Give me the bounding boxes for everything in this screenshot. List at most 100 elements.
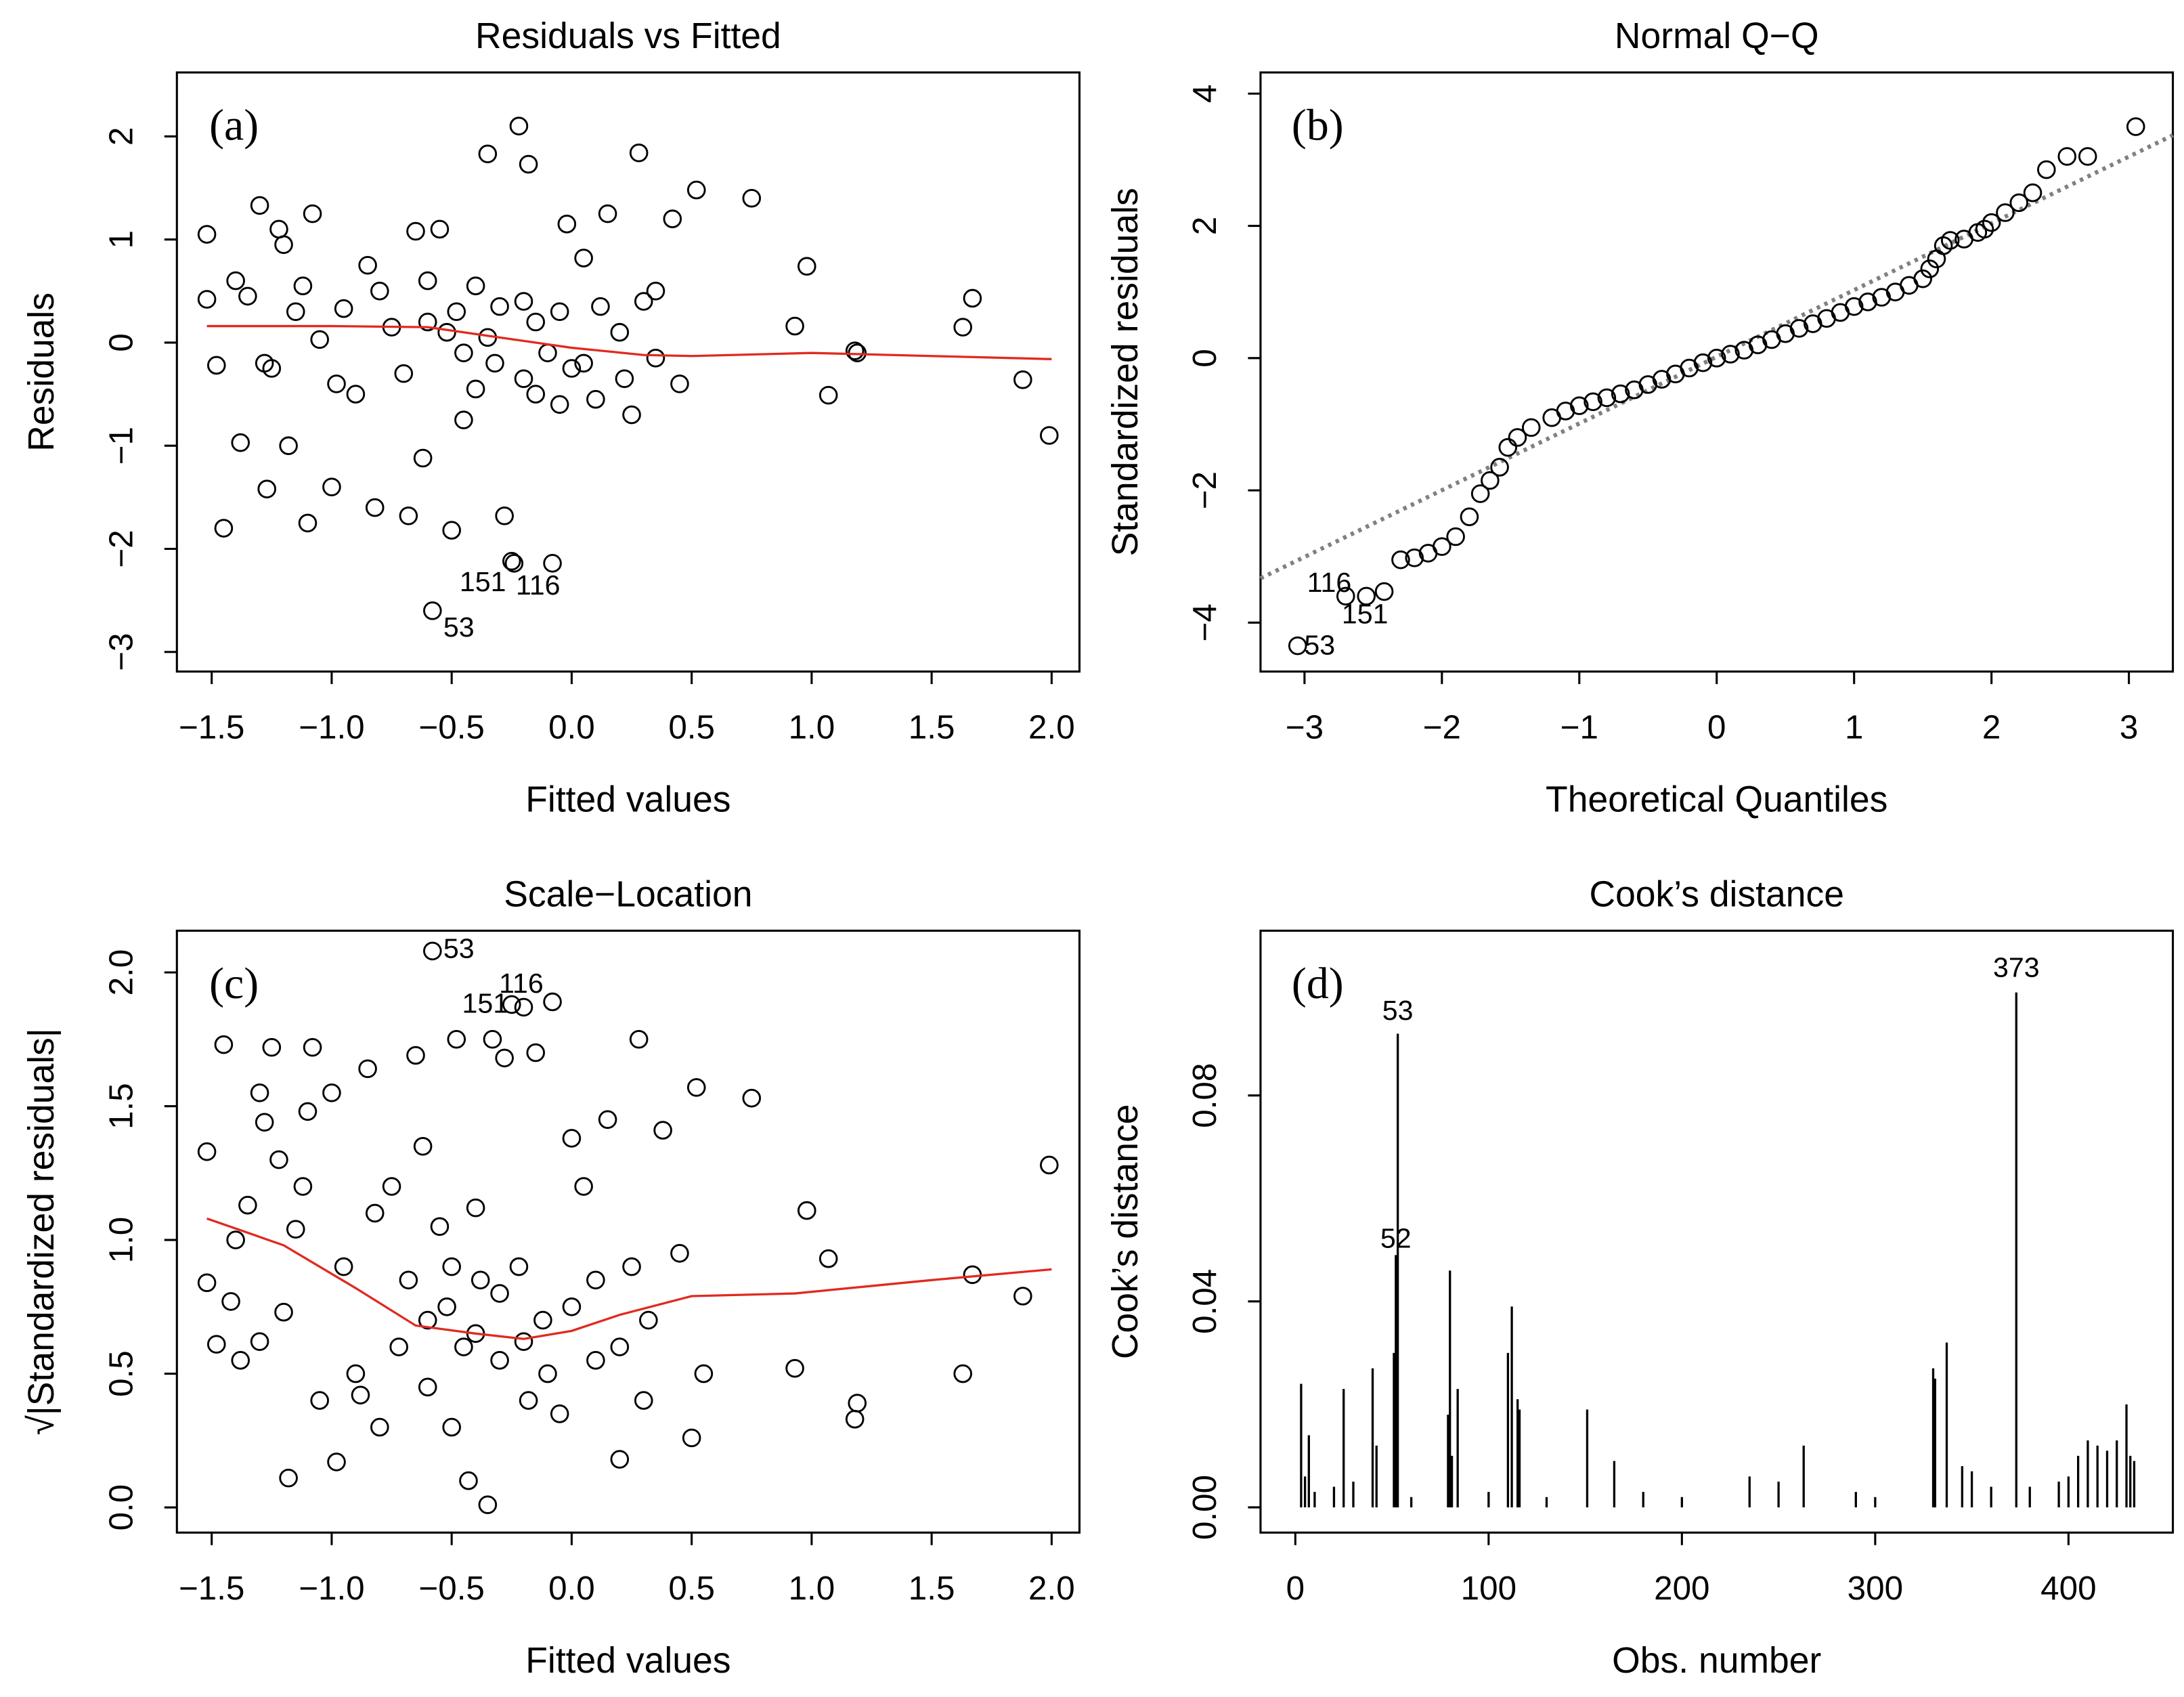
point <box>1040 426 1059 445</box>
point <box>293 1177 313 1196</box>
point <box>197 225 217 244</box>
y-tick-label: 2 <box>1186 217 1223 235</box>
point <box>351 1385 370 1404</box>
point <box>798 1201 816 1220</box>
chart-title: Cook’s distance <box>1589 874 1844 914</box>
x-tick-label: 1 <box>1845 708 1863 746</box>
annotation: 151 <box>462 987 508 1018</box>
point <box>495 506 514 525</box>
point <box>327 1453 346 1472</box>
point <box>447 302 466 322</box>
point <box>663 209 682 229</box>
y-tick-label: 0 <box>1186 349 1223 367</box>
point <box>2057 147 2077 166</box>
point <box>1481 471 1500 490</box>
point <box>785 1358 804 1378</box>
point <box>197 1142 217 1161</box>
y-tick-label: 0.0 <box>102 1484 139 1531</box>
y-axis-label: √|Standardized residuals| <box>22 1028 62 1435</box>
y-tick-label: 1 <box>102 230 139 249</box>
point <box>413 1137 433 1156</box>
point <box>495 1048 514 1068</box>
point <box>634 292 653 311</box>
smooth-line <box>206 324 1052 360</box>
y-tick-label: 2.0 <box>102 949 139 996</box>
panel-label: (a) <box>209 101 259 150</box>
point <box>686 1078 706 1097</box>
point <box>358 1059 377 1079</box>
y-tick-label: 4 <box>1186 85 1223 103</box>
x-tick-label: 2.0 <box>1028 1570 1075 1607</box>
point <box>798 257 816 276</box>
point <box>509 116 529 135</box>
point <box>646 282 665 301</box>
point <box>1611 384 1630 404</box>
point <box>514 1332 533 1351</box>
annotation: 373 <box>1993 951 2040 983</box>
plot-frame <box>1259 929 2175 1534</box>
point <box>310 330 329 349</box>
x-tick-label: 1.5 <box>909 708 955 746</box>
x-tick-label: −1.5 <box>179 708 244 746</box>
point <box>2126 117 2145 136</box>
point <box>1521 418 1541 437</box>
point <box>226 1230 245 1249</box>
y-tick-label: 0.08 <box>1186 1063 1223 1128</box>
point <box>454 1337 473 1356</box>
point <box>1996 203 2015 222</box>
x-tick-label: −1 <box>1560 708 1598 746</box>
y-tick-label: 0.5 <box>102 1350 139 1397</box>
point <box>562 359 582 378</box>
point <box>442 1417 461 1437</box>
point <box>629 1029 649 1049</box>
point <box>550 302 569 322</box>
x-tick-label: −2 <box>1423 708 1461 746</box>
point <box>682 1428 701 1448</box>
point <box>389 1337 408 1356</box>
point <box>1391 550 1410 570</box>
point <box>543 992 562 1012</box>
x-tick-label: 0 <box>1707 708 1726 746</box>
point <box>382 1177 401 1196</box>
point <box>1920 259 1940 278</box>
point <box>686 180 706 200</box>
point <box>423 941 442 961</box>
point <box>818 385 838 405</box>
y-tick-label: −2 <box>1186 471 1223 509</box>
point <box>1584 392 1602 412</box>
point <box>483 1029 502 1049</box>
point <box>346 385 366 404</box>
panel-label: (d) <box>1292 959 1344 1008</box>
x-tick-label: 0.5 <box>668 708 715 746</box>
x-tick-label: 300 <box>1848 1570 1903 1607</box>
point <box>485 353 504 373</box>
point <box>538 1364 557 1383</box>
point <box>442 1257 461 1276</box>
point <box>694 1364 714 1383</box>
point <box>1013 1287 1032 1306</box>
point <box>785 316 804 336</box>
point <box>1405 548 1424 567</box>
point <box>257 479 277 498</box>
point <box>206 1335 226 1354</box>
point <box>963 288 982 308</box>
point <box>1975 219 1994 239</box>
point <box>526 312 546 332</box>
point <box>519 1391 538 1410</box>
point <box>250 196 269 215</box>
point <box>370 1417 389 1437</box>
annotation: 53 <box>1304 630 1335 661</box>
plot-frame <box>175 929 1081 1534</box>
point <box>406 1046 425 1065</box>
point <box>1460 507 1479 526</box>
x-tick-label: 1.0 <box>789 1570 835 1607</box>
y-tick-label: −1 <box>102 427 139 465</box>
point <box>502 995 521 1014</box>
point <box>406 221 425 241</box>
point <box>231 433 250 452</box>
plot-frame <box>1259 71 2175 673</box>
point <box>653 1121 672 1140</box>
point <box>466 1198 485 1218</box>
y-tick-label: 0 <box>102 333 139 351</box>
